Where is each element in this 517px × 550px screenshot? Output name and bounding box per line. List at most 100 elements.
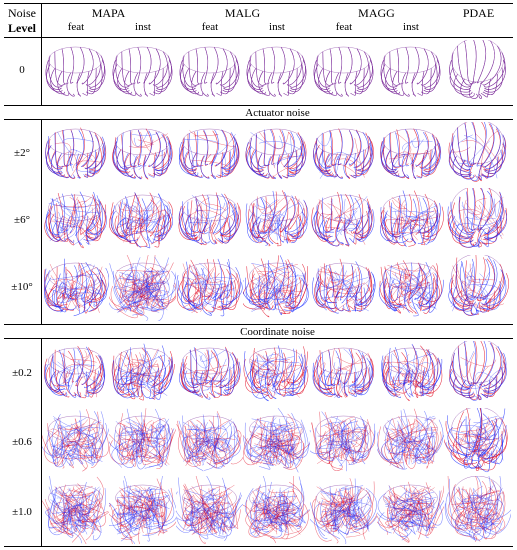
noise-stroke [193,134,219,137]
noise-stroke [68,149,93,172]
trajectory-loop [256,355,267,388]
trajectory-loop [408,224,418,247]
noise-stroke [406,290,436,303]
trajectory-loop [284,419,309,458]
noise-stroke [348,489,365,528]
noise-stroke [62,486,85,530]
noise-stroke [152,214,169,241]
trajectory-loop [85,51,101,86]
noise-stroke [51,426,79,448]
trajectory-loop [291,211,308,239]
trajectory-loop [328,350,336,386]
trajectory-loop [109,505,131,531]
trajectory-loop [130,368,139,398]
noise-stroke [399,379,416,389]
noise-stroke [461,205,478,219]
trajectory-loop [214,375,223,396]
noise-stroke [214,421,233,456]
trajectory-loop [388,278,398,311]
noise-stroke [187,138,194,169]
trajectory-loop [83,152,89,178]
noise-stroke [396,427,398,456]
trajectory-loop [224,145,237,175]
noise-stroke [274,274,285,299]
noise-stroke [325,273,358,301]
noise-stroke [494,195,502,218]
noise-stroke [203,442,220,463]
trajectory-loop [134,192,141,234]
noise-stroke [261,424,294,450]
noise-stroke [87,436,102,458]
noise-stroke [75,427,81,441]
noise-stroke [392,200,407,209]
trajectory-loop [204,258,213,297]
trajectory-loop [285,133,302,168]
trajectory-loop [154,270,176,301]
figure-cell [243,476,310,544]
trajectory-loop [476,298,488,313]
noise-stroke [200,286,223,297]
noise-stroke [260,496,281,502]
trajectory-loop [423,64,438,92]
noise-stroke [404,502,437,528]
noise-stroke [128,196,155,233]
noise-stroke [416,436,436,455]
trajectory-loop [119,200,130,236]
trajectory-loop [349,130,362,165]
noise-stroke [347,361,353,395]
trajectory-loop [245,203,262,241]
trajectory-loop [212,258,222,299]
trajectory-loop [282,511,289,540]
noise-stroke [88,266,103,286]
trajectory-loop [385,418,406,454]
noise-stroke [340,485,364,490]
noise-stroke [131,502,134,526]
noise-stroke [214,273,220,280]
noise-stroke [323,375,344,398]
trajectory-loop [389,265,399,301]
noise-stroke [476,441,486,466]
noise-stroke [347,432,366,459]
noise-stroke [398,287,423,297]
trajectory-loop [80,490,101,524]
trajectory-loop [214,193,228,233]
trajectory-loop [77,219,84,249]
noise-stroke [258,131,289,150]
trajectory-loop [460,159,474,180]
trajectory-loop [423,358,443,391]
noise-stroke [135,282,142,291]
trajectory-loop [360,206,373,238]
noise-stroke [127,445,152,463]
noise-stroke [287,363,293,370]
trajectory-loop [220,68,231,95]
noise-stroke [462,201,505,226]
noise-stroke [282,496,288,526]
trajectory-loop [200,155,209,179]
noise-stroke [341,385,368,391]
trajectory-loop [224,361,241,391]
noise-stroke [264,206,286,241]
noise-stroke [472,429,493,436]
figure-cell [243,341,310,405]
noise-stroke [121,202,166,228]
trajectory-loop [48,498,69,535]
trajectory-loop [477,188,486,231]
trajectory-loop [447,488,482,528]
trajectory-loop [447,476,480,523]
trajectory-loop [210,47,219,84]
noise-stroke [119,431,144,437]
trajectory-loop [334,519,347,544]
rim-ellipse [115,46,170,74]
noise-stroke [354,138,365,178]
noise-stroke [120,231,156,239]
noise-stroke [76,169,94,172]
trajectory-loop [353,478,356,512]
noise-stroke [81,444,102,450]
trajectory-loop [224,141,239,171]
trajectory-loop [47,507,82,544]
noise-stroke [193,197,210,228]
trajectory-loop [156,59,173,90]
noise-stroke [115,420,168,467]
noise-stroke [467,290,486,300]
trajectory-loop [67,370,77,398]
